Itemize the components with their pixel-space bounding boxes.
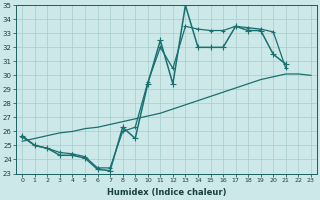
X-axis label: Humidex (Indice chaleur): Humidex (Indice chaleur) [107, 188, 226, 197]
